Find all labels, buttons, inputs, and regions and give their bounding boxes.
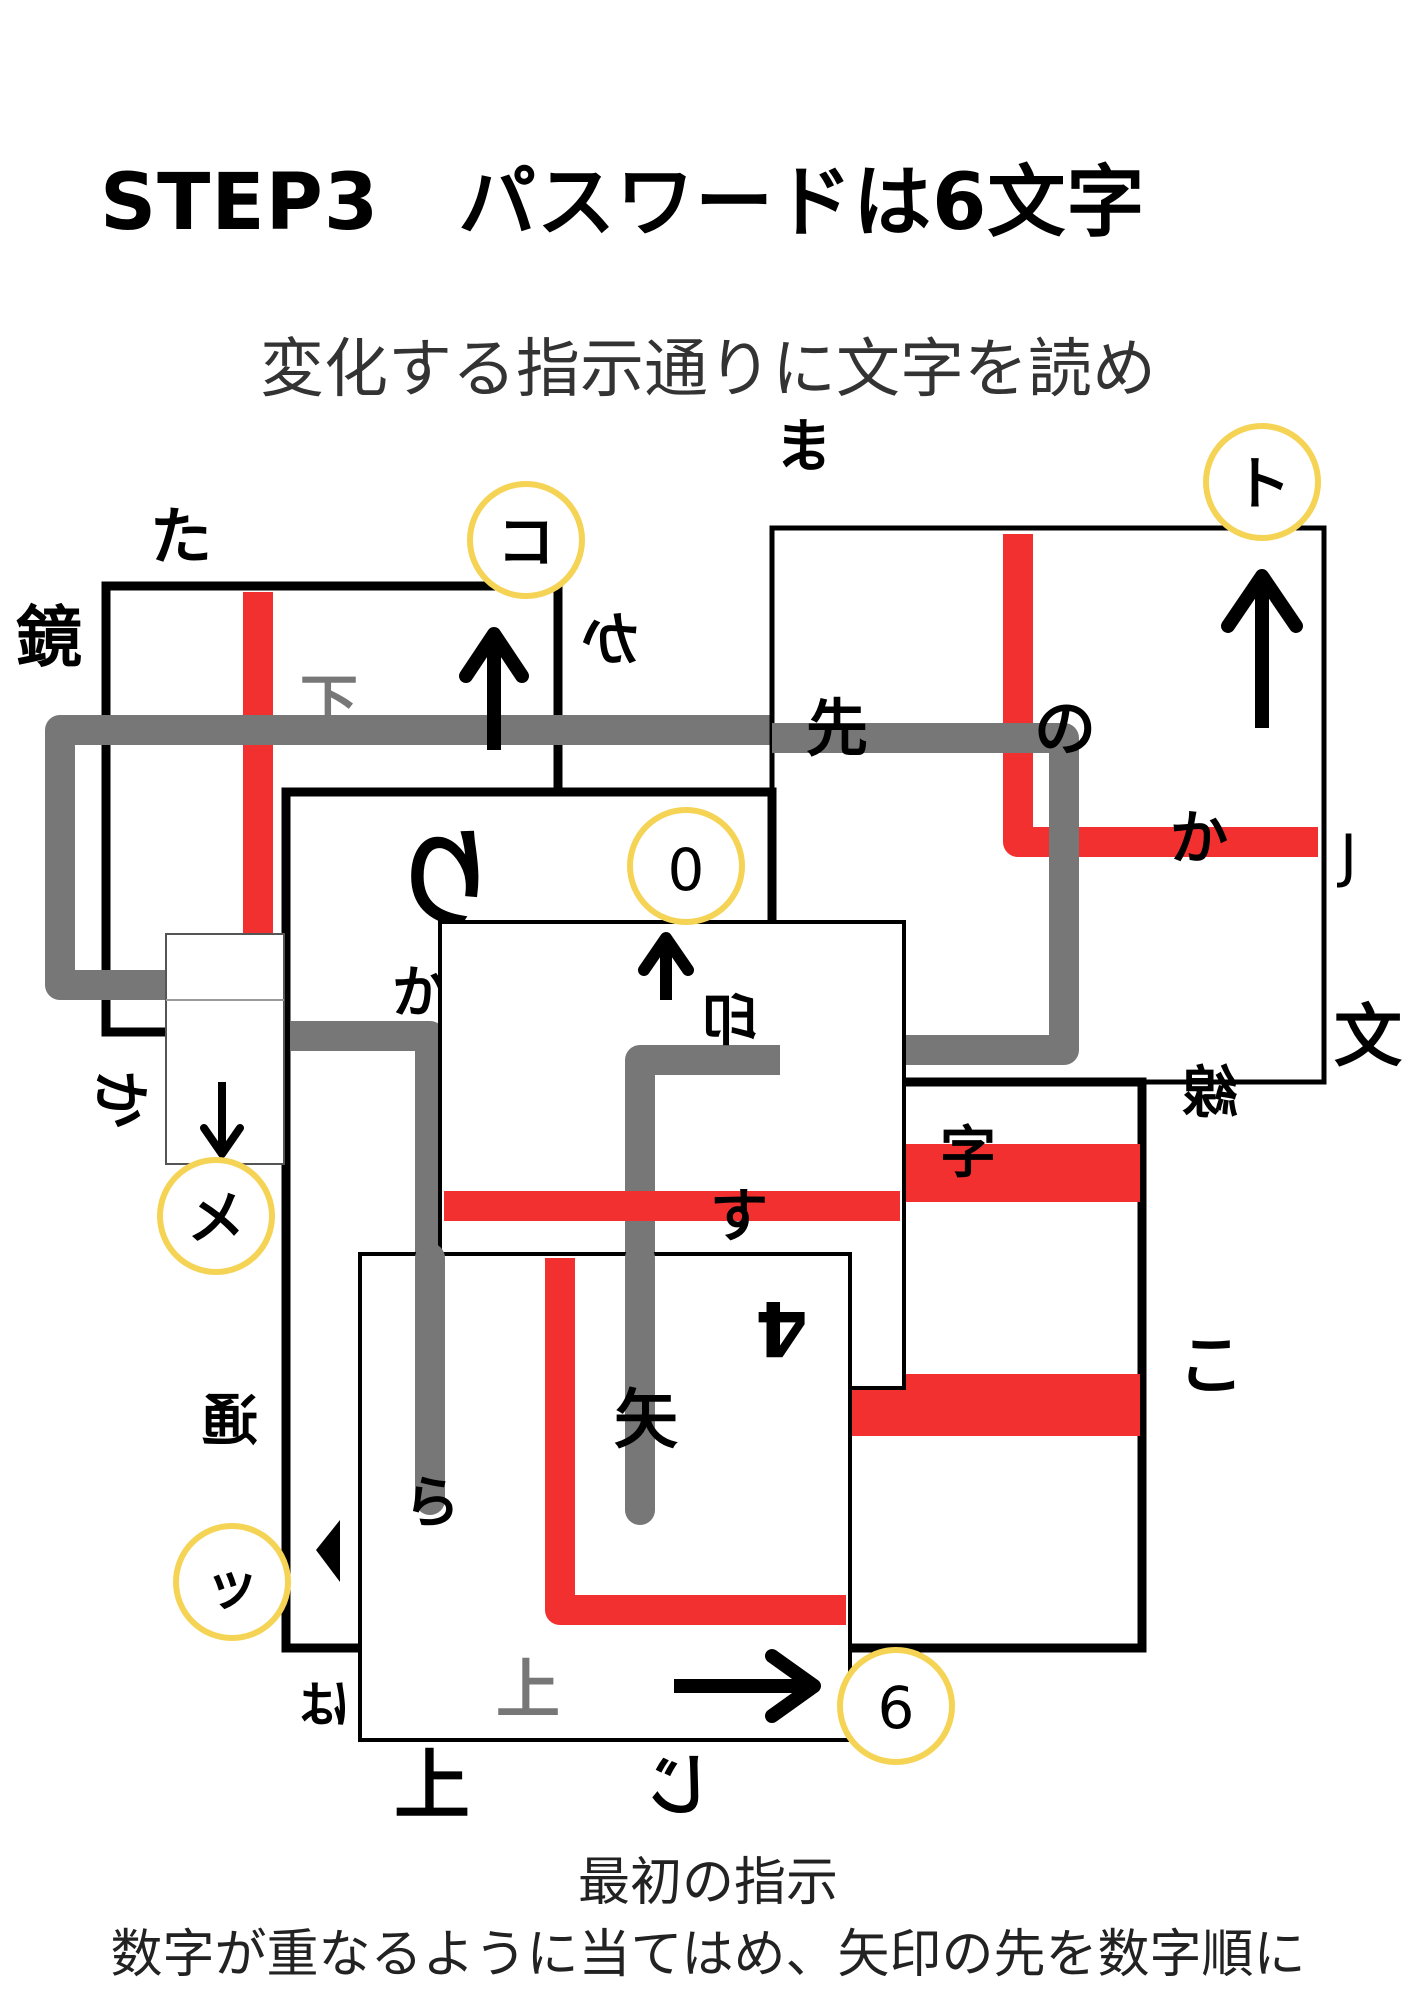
char-ko: こ bbox=[1178, 1327, 1244, 1404]
char-in: 印 bbox=[702, 989, 758, 1054]
char-ta: た bbox=[150, 500, 212, 573]
char-no: の bbox=[1034, 692, 1096, 765]
char-tsu-mirror: 通 bbox=[202, 1389, 258, 1454]
arrow-up-icon bbox=[459, 627, 529, 750]
char-sen2: 線 bbox=[1182, 1061, 1238, 1126]
svg-text:0: 0 bbox=[668, 836, 705, 904]
svg-text:6: 6 bbox=[878, 1674, 915, 1742]
arrow-up-icon bbox=[1221, 569, 1303, 728]
arrow-right-icon bbox=[674, 1649, 821, 1723]
char-ha-mirror: は bbox=[300, 1676, 350, 1734]
char-ra: ら bbox=[404, 1471, 460, 1536]
instruction-heading: 最初の指示 bbox=[577, 1853, 838, 1913]
char-ya: 矢 bbox=[614, 1384, 678, 1458]
char-ma-top: ま bbox=[776, 412, 834, 480]
left-pointer-icon bbox=[316, 1520, 340, 1582]
answer-circle-ko: コ bbox=[467, 481, 585, 599]
char-ji1: 字 bbox=[940, 1121, 996, 1186]
answer-circle-to: ト bbox=[1203, 423, 1321, 541]
char-bun: 文 bbox=[1334, 998, 1402, 1077]
card-f-red-line bbox=[545, 1258, 846, 1625]
answer-circle-6: 6 bbox=[837, 1647, 955, 1765]
char-num4: 4 bbox=[755, 1284, 808, 1373]
char-ka-mirror-right: か bbox=[582, 606, 640, 674]
char-ue2: 上 bbox=[394, 1741, 470, 1830]
answer-circle-tsu: ッ bbox=[173, 1523, 291, 1641]
char-ue1: 上 bbox=[496, 1654, 560, 1728]
red-bar-e1 bbox=[904, 1144, 1140, 1202]
instruction-text: 数字が重なるように当てはめ、矢印の先を数字順に bbox=[110, 1925, 1306, 1985]
char-shita: 下 bbox=[300, 668, 358, 736]
char-J: J bbox=[1337, 822, 1357, 890]
char-sen: 先 bbox=[806, 692, 868, 765]
char-ka-rot-left: か bbox=[86, 1070, 154, 1128]
svg-text:コ: コ bbox=[497, 508, 555, 576]
char-su: す bbox=[710, 1182, 768, 1250]
answer-circle-0: 0 bbox=[627, 807, 745, 925]
svg-text:メ: メ bbox=[187, 1184, 245, 1252]
answer-circle-me: メ bbox=[157, 1157, 275, 1275]
char-ka1: か bbox=[1170, 804, 1228, 872]
page-title: STEP3 パスワードは6文字 bbox=[100, 158, 1146, 248]
char-kyo: 鏡 bbox=[16, 599, 82, 676]
char-ja-mirror: じ bbox=[646, 1747, 712, 1824]
svg-text:ト: ト bbox=[1233, 450, 1291, 518]
arrow-up-icon bbox=[638, 932, 694, 1000]
page-subtitle: 変化する指示通りに文字を読め bbox=[260, 333, 1156, 407]
arrow-down-icon bbox=[200, 1082, 244, 1158]
card-b-red-line bbox=[1003, 534, 1318, 857]
svg-text:ッ: ッ bbox=[205, 1554, 259, 1617]
